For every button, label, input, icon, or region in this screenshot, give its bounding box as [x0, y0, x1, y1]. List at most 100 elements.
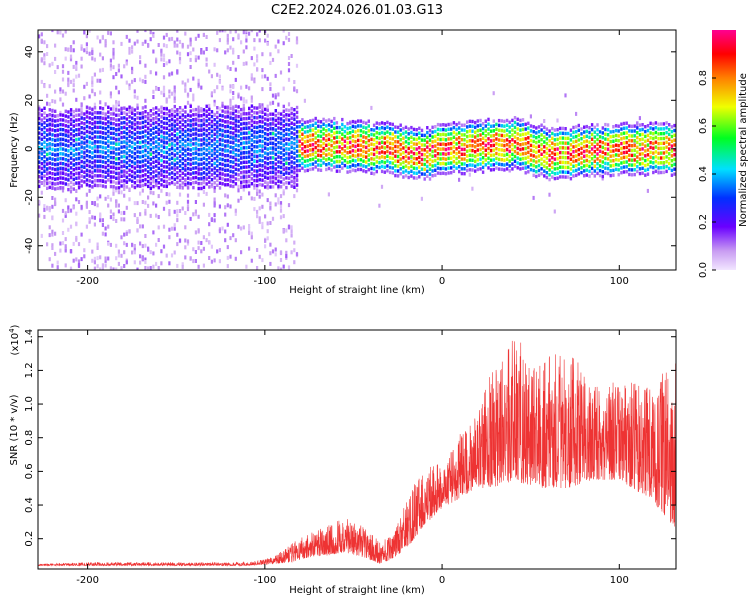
spectrogram-cell — [176, 70, 179, 75]
spectrogram-cell — [649, 121, 652, 125]
spectrogram-cell — [125, 156, 129, 160]
spectrogram-cell — [141, 256, 144, 261]
spectrogram-cell — [277, 92, 280, 97]
spectrogram-cell — [226, 40, 229, 45]
spectrogram-cell — [375, 169, 378, 174]
spectrogram-cell — [72, 241, 75, 246]
spectrogram-cell — [72, 109, 75, 114]
spectrogram-cell — [51, 181, 54, 186]
spectrogram-cell — [69, 151, 73, 156]
spectrogram-cell — [277, 179, 280, 184]
spectrogram-cell — [181, 171, 184, 175]
spectrogram-cell — [497, 118, 501, 123]
spectrogram-cell — [43, 40, 46, 45]
spectrogram-cell — [311, 123, 315, 127]
spectrogram-cell — [420, 138, 424, 142]
spectrogram-cell — [75, 64, 78, 69]
spectrogram-cell — [620, 171, 623, 175]
spectrogram-cell — [221, 143, 224, 147]
spectrogram-cell — [242, 141, 246, 145]
spectrogram-cell — [205, 47, 208, 51]
spectrogram-cell — [604, 137, 607, 141]
spectrogram-cell — [125, 185, 129, 189]
spectrogram-cell — [186, 52, 190, 57]
spectrogram-cell — [333, 165, 336, 169]
spectrogram-cell — [157, 186, 160, 190]
spectrogram-cell — [240, 196, 243, 201]
spectrogram-cell — [72, 163, 75, 167]
spectrogram-cell — [404, 174, 408, 178]
spectrogram-cell — [665, 140, 668, 144]
spectrogram-cell — [418, 175, 421, 179]
spectrogram-cell — [242, 175, 246, 179]
spectrogram-cell — [96, 145, 99, 149]
spectrogram-cell — [184, 134, 187, 138]
spectrogram-cell — [54, 56, 57, 61]
spectrogram-cell — [144, 177, 147, 182]
spectrogram-cell — [77, 262, 81, 267]
spectrogram-cell — [107, 125, 110, 129]
spectrogram-cell — [133, 166, 137, 170]
spectrogram-cell — [194, 166, 198, 170]
spectrogram-cell — [152, 264, 155, 269]
spectrogram-cell — [463, 138, 466, 142]
spectrogram-cell — [253, 185, 256, 190]
spectrogram-cell — [636, 140, 639, 145]
spectrogram-cell — [567, 151, 570, 155]
spectrogram-cell — [556, 166, 559, 171]
spectrogram-cell — [505, 123, 509, 127]
spectrogram-cell — [295, 183, 299, 187]
spectrogram-cell — [503, 119, 506, 124]
spectrogram-cell — [527, 150, 530, 155]
spectrogram-cell — [450, 146, 453, 151]
spectrogram-cell — [412, 127, 416, 132]
spectrogram-cell — [141, 159, 145, 163]
spectrogram-cell — [131, 150, 134, 154]
spectrogram-cell — [468, 153, 472, 157]
spectrogram-cell — [349, 121, 352, 125]
spectrogram-cell — [155, 111, 158, 115]
spectrogram-cell — [61, 218, 65, 223]
spectrogram-cell — [202, 108, 206, 112]
spectrogram-cell — [279, 185, 283, 189]
spectrogram-cell — [192, 176, 195, 180]
spectrogram-cell — [128, 110, 131, 114]
spectrogram-cell — [128, 158, 131, 163]
spectrogram-cell — [123, 145, 126, 149]
spectrogram-cell — [256, 121, 259, 125]
spectrogram-cell — [112, 131, 115, 136]
spectrogram-cell — [545, 127, 549, 131]
spectrogram-cell — [234, 143, 238, 147]
spectrogram-cell — [447, 147, 450, 151]
spectrogram-cell — [61, 137, 65, 142]
spectrogram-cell — [484, 129, 487, 133]
spectrogram-cell — [54, 187, 57, 191]
spectrogram-cell — [505, 157, 509, 161]
spectrogram-cell — [495, 137, 498, 141]
spectrogram-cell — [654, 155, 658, 159]
spectrogram-cell — [93, 174, 97, 178]
spectrogram-cell — [293, 183, 296, 188]
spectrogram-cell — [596, 147, 599, 151]
spectrogram-cell — [290, 116, 293, 120]
spectrogram-cell — [248, 246, 251, 251]
spectrogram-cell — [54, 182, 57, 186]
spectrogram-cell — [77, 166, 81, 170]
spectrogram-cell — [248, 86, 251, 91]
spectrogram-cell — [357, 119, 360, 123]
spectrogram-cell — [186, 162, 190, 166]
spectrogram-cell — [604, 132, 607, 136]
spectrogram-cell — [431, 130, 434, 134]
spectrogram-cell — [141, 154, 145, 159]
spectrogram-cell — [521, 118, 525, 122]
spectrogram-cell — [61, 64, 65, 69]
spectrogram-cell — [104, 136, 107, 140]
spectrogram-cell — [282, 104, 285, 109]
spectrogram-cell — [67, 129, 70, 134]
spectrogram-cell — [194, 161, 198, 165]
spectrogram-cell — [248, 126, 251, 130]
spectrogram-cell — [309, 153, 312, 157]
spectrogram-cell — [357, 153, 360, 157]
spectrogram-cell — [575, 125, 578, 129]
spectrogram-cell — [176, 232, 179, 237]
